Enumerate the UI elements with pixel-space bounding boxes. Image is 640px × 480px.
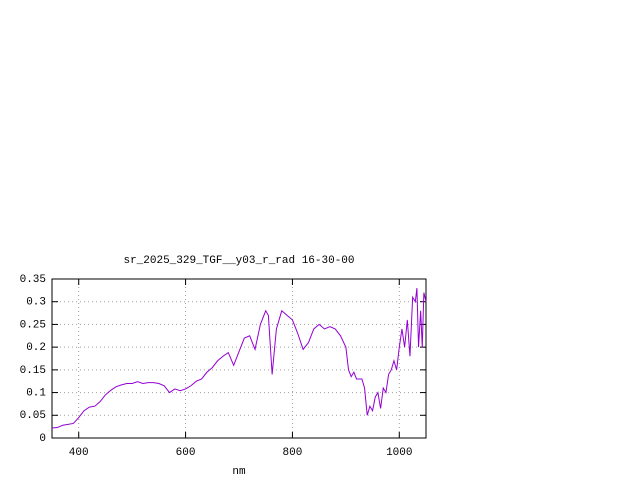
- x-axis-label: nm: [232, 466, 246, 478]
- x-tick-label: 1000: [386, 447, 412, 459]
- chart-title: sr_2025_329_TGF__y03_r_rad 16-30-00: [123, 255, 354, 267]
- y-tick-label: 0.1: [26, 387, 46, 399]
- y-tick-label: 0.25: [20, 319, 46, 331]
- y-tick-label: 0.2: [26, 342, 46, 354]
- y-tick-label: 0.05: [20, 410, 46, 422]
- y-tick-label: 0.35: [20, 274, 46, 286]
- x-tick-label: 800: [283, 447, 303, 459]
- y-tick-label: 0.3: [26, 297, 46, 309]
- plot-border: [51, 278, 427, 439]
- x-tick-label: 600: [176, 447, 196, 459]
- y-tick-label: 0.15: [20, 365, 46, 377]
- data-line: [51, 288, 427, 429]
- y-tick-label: 0: [39, 433, 46, 445]
- x-tick-label: 400: [69, 447, 89, 459]
